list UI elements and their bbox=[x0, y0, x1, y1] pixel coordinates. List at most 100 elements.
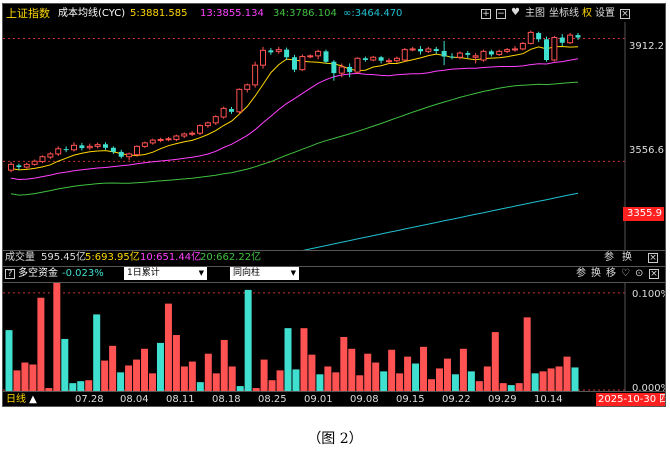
period-label[interactable]: 日线 ▲ bbox=[6, 394, 37, 405]
money-flow-bar bbox=[188, 361, 196, 391]
money-flow-bar bbox=[523, 317, 531, 391]
money-flow-bar bbox=[53, 283, 61, 391]
volume-close-button[interactable]: × bbox=[648, 252, 658, 264]
money-flow-bar bbox=[571, 367, 579, 391]
ma5-value: 5:3881.585 bbox=[130, 8, 188, 19]
candle bbox=[79, 142, 85, 151]
candle-body bbox=[275, 49, 282, 52]
index-name[interactable]: 上证指数 bbox=[6, 7, 50, 20]
period-select[interactable]: 1日累计 ▼ bbox=[124, 267, 207, 280]
candle bbox=[567, 33, 574, 45]
candle-body bbox=[425, 48, 432, 52]
mode-select[interactable]: 同向柱 ▼ bbox=[230, 267, 299, 280]
money-flow-bar bbox=[547, 368, 555, 391]
money-flow-bar bbox=[292, 369, 300, 391]
volume-info-bar: 成交量 595.45亿 5:693.95亿 10:651.44亿 20:662.… bbox=[3, 250, 665, 267]
main-chart-button[interactable]: 主图 bbox=[525, 8, 545, 19]
candle bbox=[63, 146, 69, 153]
candle-body bbox=[433, 48, 439, 52]
date-tick-label: 09.29 bbox=[488, 394, 517, 405]
candle-body bbox=[544, 39, 549, 60]
money-flow-chart[interactable] bbox=[3, 283, 665, 391]
help-icon[interactable]: ? bbox=[5, 268, 15, 280]
money-flow-bar bbox=[396, 373, 404, 391]
mode-select-value: 同向柱 bbox=[233, 268, 261, 278]
settings-button[interactable]: 设置 bbox=[595, 8, 615, 19]
volume-total: 595.45亿 bbox=[41, 252, 86, 263]
volume-param-button[interactable]: 参 bbox=[604, 252, 614, 263]
candle-body bbox=[567, 34, 574, 44]
money-flow-bar bbox=[491, 332, 499, 391]
money-flow-bar bbox=[531, 373, 539, 391]
money-flow-bar bbox=[372, 362, 380, 391]
date-axis: 日线 ▲ 07.28 08.04 08.11 08.18 08.25 09.01 09.08… bbox=[3, 391, 665, 406]
coordinate-line-button[interactable]: 坐标线 bbox=[549, 8, 579, 19]
flow-label-bottom: 0.000% bbox=[632, 383, 665, 394]
money-flow-bar bbox=[180, 366, 188, 391]
plus-icon: + bbox=[481, 9, 491, 19]
money-move-button[interactable]: 移 bbox=[606, 268, 616, 279]
triangle-up-icon: ▲ bbox=[26, 394, 37, 405]
favorite-button[interactable]: ♥ bbox=[511, 7, 520, 19]
close-main-button[interactable]: × bbox=[620, 8, 630, 20]
money-flow-bar bbox=[196, 382, 204, 391]
money-flow-bar bbox=[61, 338, 69, 391]
candle bbox=[31, 159, 38, 166]
volume-ma20: 20:662.22亿 bbox=[200, 252, 262, 263]
candle bbox=[409, 46, 416, 52]
candle-body bbox=[229, 109, 234, 112]
money-flow-bar bbox=[364, 353, 372, 391]
candle bbox=[110, 146, 116, 154]
candle bbox=[181, 132, 188, 139]
candle bbox=[315, 49, 322, 60]
money-flow-bar bbox=[308, 354, 316, 391]
volume-switch-button[interactable]: 换 bbox=[622, 252, 632, 263]
money-favorite-button[interactable]: ♡ bbox=[621, 268, 630, 280]
money-switch-button[interactable]: 换 bbox=[591, 268, 601, 279]
ma34-value: 34:3786.104 bbox=[273, 8, 337, 19]
money-flow-bar bbox=[483, 366, 491, 391]
candle bbox=[220, 106, 227, 119]
candle-body bbox=[362, 58, 368, 60]
candle bbox=[456, 51, 463, 60]
flow-label-top: 0.100% bbox=[632, 289, 665, 300]
candle bbox=[338, 63, 345, 78]
money-flow-bar bbox=[101, 360, 109, 391]
candle-body bbox=[23, 163, 30, 168]
candle-body bbox=[134, 145, 140, 156]
candle-body bbox=[347, 66, 353, 73]
rights-button[interactable]: 权 bbox=[582, 8, 592, 19]
candle-body bbox=[252, 64, 259, 86]
ma-inf-value: ∞:3464.470 bbox=[343, 8, 403, 19]
candle-body bbox=[173, 135, 180, 140]
candle-body bbox=[31, 160, 38, 165]
candle bbox=[480, 49, 487, 62]
money-close-button[interactable]: × bbox=[649, 268, 659, 280]
candle bbox=[141, 141, 148, 149]
candle bbox=[16, 163, 22, 170]
candle-body bbox=[118, 151, 124, 157]
money-flow-bar bbox=[300, 328, 308, 391]
money-flow-bar bbox=[420, 346, 428, 391]
money-flow-bar bbox=[324, 366, 332, 391]
candle bbox=[284, 47, 290, 60]
candle bbox=[418, 46, 423, 55]
candle-body bbox=[323, 51, 329, 62]
money-up-button[interactable]: ⊙ bbox=[635, 268, 643, 280]
candle bbox=[39, 155, 46, 163]
price-chart[interactable] bbox=[3, 22, 665, 250]
candle bbox=[512, 46, 518, 52]
candle bbox=[173, 134, 180, 142]
candle bbox=[149, 138, 156, 145]
zoom-in-button[interactable]: + bbox=[481, 8, 491, 20]
candle bbox=[488, 49, 494, 57]
zoom-out-button[interactable]: − bbox=[496, 8, 506, 20]
money-param-button[interactable]: 参 bbox=[576, 268, 586, 279]
candle bbox=[504, 47, 511, 54]
candle bbox=[157, 137, 164, 143]
candle bbox=[449, 53, 455, 60]
candle bbox=[126, 152, 133, 161]
indicator-name[interactable]: 成本均线(CYC) bbox=[58, 8, 126, 19]
candle-body bbox=[220, 107, 227, 118]
candle bbox=[386, 58, 392, 64]
